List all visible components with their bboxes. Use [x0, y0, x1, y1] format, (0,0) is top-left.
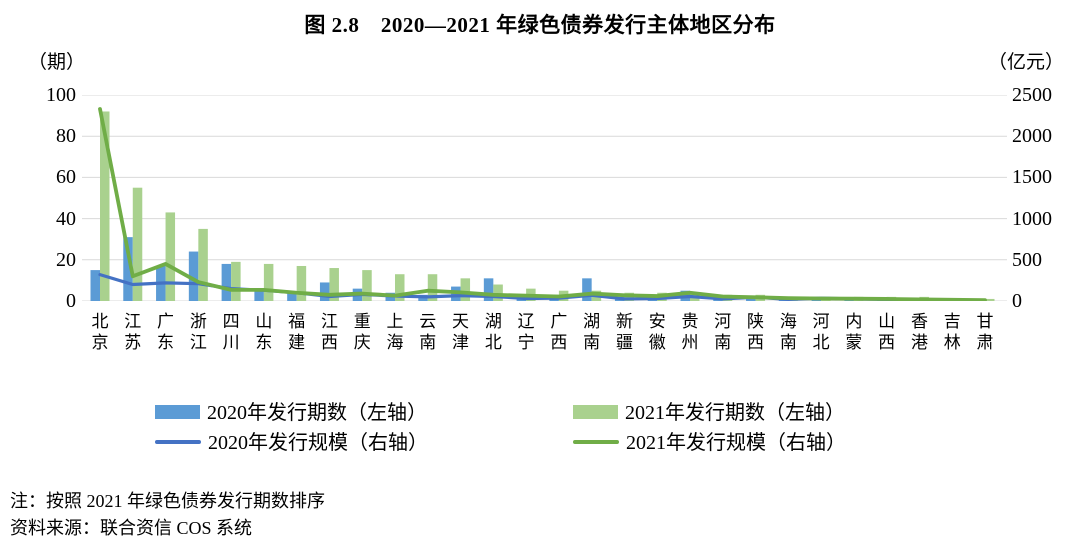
x-axis-label: 河 南: [714, 312, 732, 352]
bar-2020: [90, 270, 100, 301]
bar-2021: [362, 270, 372, 301]
right-axis-tick: 1000: [1012, 207, 1052, 230]
bar-2021: [296, 265, 307, 301]
x-axis-label: 上 海: [386, 312, 404, 352]
x-axis-label: 内 蒙: [845, 312, 863, 352]
bar-2021: [395, 274, 405, 301]
x-axis-label: 山 东: [255, 312, 273, 352]
left-axis-tick: 80: [56, 125, 76, 148]
right-axis-tick: 500: [1012, 248, 1042, 271]
right-axis-tick: 2500: [1012, 84, 1052, 106]
bar-2020: [582, 278, 592, 301]
x-axis-label: 香 港: [910, 312, 928, 352]
bar-2020: [483, 278, 494, 301]
legend-item-2021-bars: 2021年发行期数（左轴）: [573, 399, 845, 427]
x-axis-label: 吉 林: [943, 312, 961, 352]
bar-2021: [985, 298, 995, 301]
legend-swatch-2020-line-icon: [155, 440, 201, 445]
combo-chart-plot-area: [82, 95, 1007, 301]
bar-2020: [319, 282, 330, 301]
line-2021: [98, 107, 987, 301]
x-axis-label: 广 东: [157, 312, 175, 352]
bar-2021: [198, 228, 208, 301]
legend-label: 2021年发行规模（右轴）: [626, 432, 846, 454]
bar-2021: [493, 284, 503, 301]
bar-2020: [254, 290, 264, 301]
x-axis-label: 新 疆: [615, 312, 633, 352]
x-axis-label: 贵 州: [681, 312, 699, 352]
bar-2021: [460, 278, 471, 301]
left-axis-tick: 100: [46, 84, 76, 106]
bar-2021: [263, 263, 274, 301]
legend-label: 2020年发行期数（左轴）: [207, 402, 427, 424]
bar-2021: [165, 212, 176, 301]
left-axis-tick: 0: [66, 290, 76, 312]
x-axis-label: 河 北: [812, 312, 830, 352]
right-axis-tick: 2000: [1012, 125, 1052, 148]
chart-title: 图 2.8 2020—2021 年绿色债券发行主体地区分布: [304, 13, 776, 37]
legend-item-2020-bars: 2020年发行期数（左轴）: [155, 399, 427, 427]
x-axis-label: 甘 肃: [976, 312, 994, 352]
x-axis-label: 湖 北: [484, 312, 502, 352]
right-axis-unit-label: （亿元）: [987, 52, 1064, 73]
legend-swatch-2020-bar-icon: [155, 405, 200, 420]
legend-label: 2021年发行期数（左轴）: [625, 402, 845, 424]
right-axis-tick: 1500: [1012, 166, 1052, 189]
left-axis-tick: 20: [56, 248, 76, 271]
legend-label: 2020年发行规模（右轴）: [208, 432, 428, 454]
x-axis-label: 辽 宁: [517, 312, 535, 352]
bar-2021: [231, 261, 241, 301]
bar-2020: [123, 237, 133, 301]
x-axis-label: 广 西: [550, 312, 568, 352]
legend-item-2020-line: 2020年发行规模（右轴）: [155, 429, 428, 457]
left-axis-tick: 60: [56, 166, 76, 189]
bar-2021: [132, 187, 143, 301]
right-axis-tick: 0: [1012, 290, 1022, 312]
x-axis-label: 陕 西: [747, 312, 765, 352]
x-axis-label: 云 南: [419, 312, 437, 352]
left-axis-unit-label: （期）: [28, 52, 86, 73]
bar-2021: [329, 268, 339, 301]
x-axis-label: 浙 江: [189, 312, 207, 352]
note-data-source: 资料来源：联合资信 COS 系统: [10, 518, 253, 538]
bar-2021: [100, 111, 110, 301]
bar-2020: [221, 263, 232, 301]
x-axis-label: 江 苏: [124, 312, 142, 352]
bar-2020: [188, 251, 199, 301]
x-axis-label: 湖 南: [583, 312, 601, 352]
legend-swatch-2021-bar-icon: [573, 405, 618, 420]
left-axis-tick: 40: [56, 207, 76, 230]
x-axis-label: 福 建: [288, 312, 306, 352]
x-axis-label: 北 京: [91, 312, 109, 352]
x-axis-label: 安 徽: [648, 312, 666, 352]
x-axis-label: 海 南: [779, 312, 797, 352]
x-axis-label: 江 西: [320, 312, 338, 352]
x-axis-label: 四 川: [222, 312, 240, 352]
x-axis-label: 天 津: [452, 312, 470, 352]
bar-2020: [287, 292, 297, 301]
legend-item-2021-line: 2021年发行规模（右轴）: [573, 429, 846, 457]
bar-2021: [427, 274, 438, 301]
x-axis-label: 重 庆: [353, 312, 371, 352]
note-sorting: 注：按照 2021 年绿色债券发行期数排序: [10, 491, 325, 511]
legend-swatch-2021-line-icon: [573, 440, 619, 445]
x-axis-label: 山 西: [878, 312, 896, 352]
